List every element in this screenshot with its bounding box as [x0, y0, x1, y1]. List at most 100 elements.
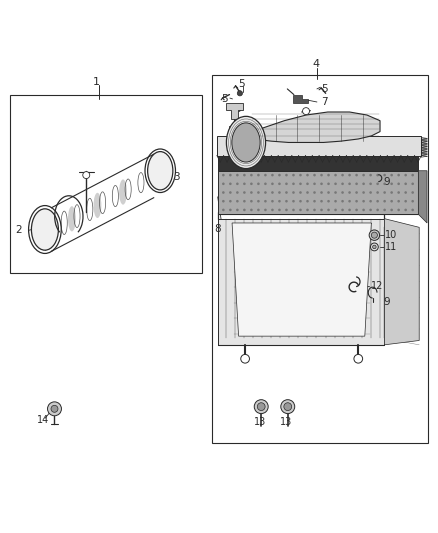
Circle shape	[327, 208, 330, 211]
Circle shape	[355, 174, 358, 176]
Circle shape	[306, 174, 309, 176]
Circle shape	[411, 200, 414, 203]
Circle shape	[285, 174, 288, 176]
Circle shape	[281, 400, 295, 414]
Circle shape	[397, 208, 400, 211]
Ellipse shape	[94, 193, 101, 218]
Circle shape	[222, 200, 225, 203]
Circle shape	[278, 200, 281, 203]
Circle shape	[250, 208, 253, 211]
Circle shape	[299, 174, 302, 176]
Circle shape	[236, 208, 239, 211]
Circle shape	[362, 182, 365, 185]
Circle shape	[320, 208, 323, 211]
Circle shape	[285, 200, 288, 203]
Circle shape	[243, 191, 246, 194]
Polygon shape	[293, 94, 308, 103]
Circle shape	[229, 182, 232, 185]
Circle shape	[327, 191, 330, 194]
Circle shape	[271, 200, 274, 203]
Polygon shape	[232, 223, 371, 336]
Circle shape	[369, 208, 372, 211]
Circle shape	[306, 208, 309, 211]
Text: 12: 12	[371, 281, 384, 291]
Circle shape	[257, 403, 265, 410]
Bar	[10, 94, 201, 273]
Circle shape	[222, 191, 225, 194]
Circle shape	[390, 174, 393, 176]
Circle shape	[299, 200, 302, 203]
Circle shape	[229, 208, 232, 211]
Circle shape	[320, 191, 323, 194]
Circle shape	[271, 174, 274, 176]
Circle shape	[83, 172, 90, 179]
Polygon shape	[217, 136, 421, 156]
Circle shape	[320, 182, 323, 185]
Circle shape	[348, 182, 351, 185]
Circle shape	[327, 174, 330, 176]
Circle shape	[257, 200, 260, 203]
Circle shape	[313, 208, 316, 211]
Circle shape	[292, 174, 295, 176]
Circle shape	[404, 191, 407, 194]
Circle shape	[404, 182, 407, 185]
Circle shape	[237, 91, 243, 96]
Circle shape	[299, 191, 302, 194]
Circle shape	[369, 191, 372, 194]
Circle shape	[383, 174, 386, 176]
Circle shape	[292, 182, 295, 185]
Circle shape	[371, 232, 378, 238]
Circle shape	[376, 208, 379, 211]
Circle shape	[341, 208, 344, 211]
Circle shape	[362, 200, 365, 203]
Circle shape	[299, 182, 302, 185]
Circle shape	[236, 182, 239, 185]
Ellipse shape	[232, 123, 260, 162]
Circle shape	[341, 182, 344, 185]
Circle shape	[383, 182, 386, 185]
Circle shape	[285, 191, 288, 194]
Circle shape	[404, 208, 407, 211]
Circle shape	[390, 191, 393, 194]
Circle shape	[250, 174, 253, 176]
Circle shape	[264, 182, 267, 185]
Circle shape	[327, 182, 330, 185]
Text: 9: 9	[384, 297, 390, 307]
Circle shape	[271, 191, 274, 194]
Circle shape	[341, 200, 344, 203]
Circle shape	[373, 245, 376, 249]
Text: 5: 5	[222, 94, 228, 104]
Circle shape	[383, 200, 386, 203]
Circle shape	[411, 182, 414, 185]
Circle shape	[397, 182, 400, 185]
Circle shape	[51, 405, 58, 413]
Polygon shape	[218, 171, 418, 214]
Text: 14: 14	[37, 415, 49, 425]
Circle shape	[334, 191, 337, 194]
Circle shape	[362, 174, 365, 176]
Circle shape	[376, 191, 379, 194]
Circle shape	[362, 191, 365, 194]
Text: 2: 2	[15, 225, 22, 236]
Circle shape	[355, 200, 358, 203]
Ellipse shape	[32, 209, 58, 250]
Ellipse shape	[68, 206, 76, 231]
Ellipse shape	[226, 116, 265, 168]
Text: 10: 10	[385, 230, 398, 240]
Circle shape	[264, 174, 267, 176]
Circle shape	[390, 200, 393, 203]
Circle shape	[320, 200, 323, 203]
Circle shape	[257, 174, 260, 176]
Circle shape	[278, 182, 281, 185]
Text: 8: 8	[214, 224, 220, 233]
Circle shape	[284, 403, 292, 410]
Circle shape	[390, 208, 393, 211]
Circle shape	[313, 200, 316, 203]
Circle shape	[243, 182, 246, 185]
Circle shape	[250, 200, 253, 203]
Circle shape	[229, 174, 232, 176]
Text: 6: 6	[234, 104, 241, 114]
Text: 11: 11	[385, 242, 398, 252]
Circle shape	[355, 191, 358, 194]
Circle shape	[376, 182, 379, 185]
